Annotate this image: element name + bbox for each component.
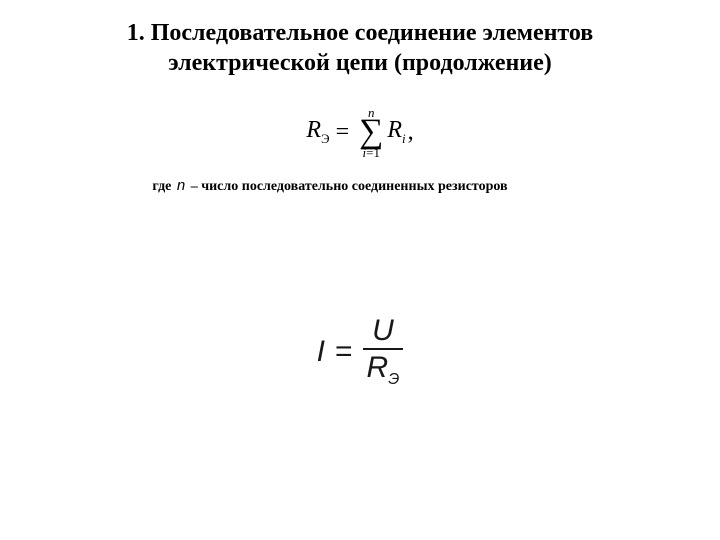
current-eq: =: [335, 335, 353, 369]
sigma-lower-val: 1: [373, 145, 380, 160]
sum-lhs: RЭ: [306, 117, 329, 147]
sigma-icon: ∑: [359, 117, 383, 148]
sum-lhs-sub: Э: [321, 131, 330, 146]
sum-expression: RЭ = n ∑ i=1 Ri ,: [306, 106, 413, 159]
sum-eq: =: [336, 119, 350, 146]
sigma-block: n ∑ i=1: [359, 106, 383, 159]
current-lhs: I: [317, 335, 325, 369]
fraction-num: U: [368, 315, 398, 349]
fraction-block: U RЭ: [363, 315, 404, 389]
sum-rhs-var: R: [387, 117, 402, 143]
fraction-den-sub: Э: [388, 371, 399, 388]
caption-n-var: n: [177, 177, 185, 194]
fraction-den: RЭ: [363, 350, 404, 389]
sum-rhs-sub: i: [402, 131, 406, 146]
title-line-1: 1. Последовательное соединение элементов: [127, 20, 594, 46]
formula-current: I = U RЭ: [0, 315, 720, 389]
caption-where: где: [152, 179, 171, 194]
caption-line: где n – число последовательно соединенны…: [0, 177, 720, 195]
formula-sum: RЭ = n ∑ i=1 Ri ,: [0, 106, 720, 159]
sigma-lower: i=1: [363, 146, 380, 159]
current-expression: I = U RЭ: [317, 315, 404, 389]
fraction-den-var: R: [367, 351, 389, 384]
sum-rhs: Ri: [387, 117, 405, 147]
caption-text: – число последовательно соединенных рези…: [187, 179, 507, 194]
title-line-2: электрической цепи (продолжение): [168, 50, 552, 76]
slide-title: 1. Последовательное соединение элементов…: [0, 0, 720, 78]
sum-tail: ,: [408, 119, 414, 146]
sum-lhs-var: R: [306, 117, 321, 143]
